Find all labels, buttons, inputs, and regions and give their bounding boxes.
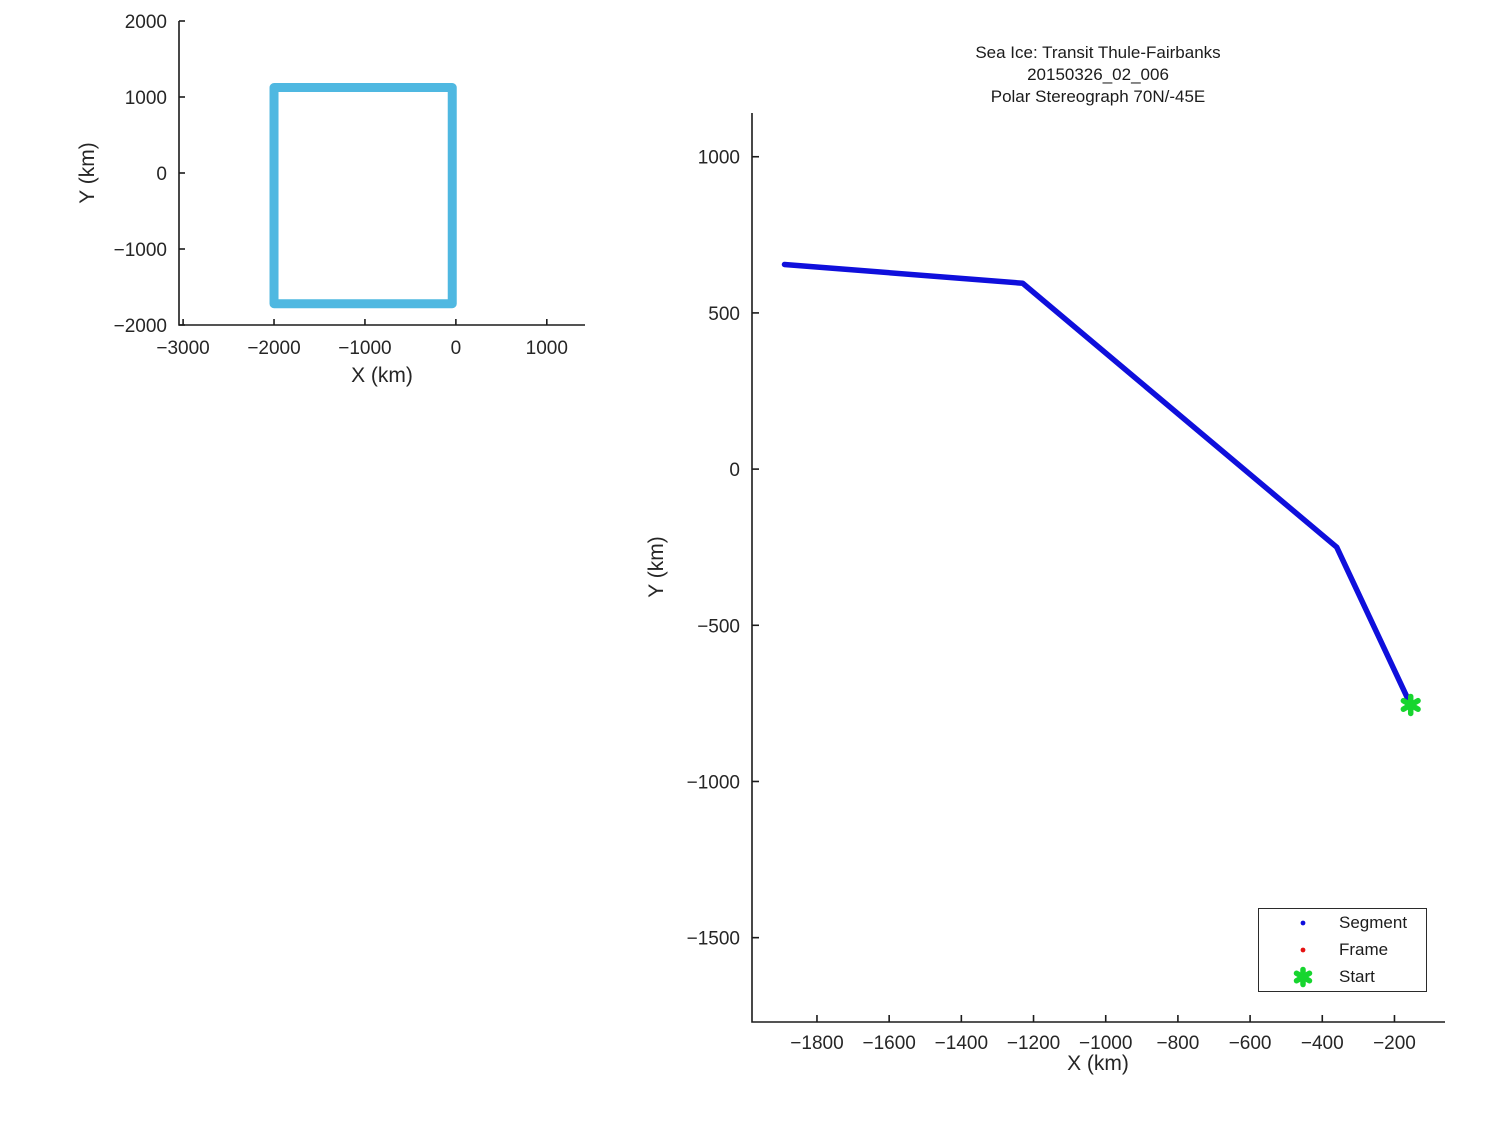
- x-tick-label: 0: [451, 338, 462, 359]
- legend-item-frame: Frame: [1259, 937, 1426, 963]
- y-tick-label: −1500: [687, 929, 740, 950]
- y-tick-label: −2000: [114, 316, 167, 337]
- x-tick-label: −600: [1229, 1033, 1272, 1054]
- y-tick-label: 0: [729, 460, 740, 481]
- x-tick-label: −1400: [935, 1033, 988, 1054]
- series-Start-marker: [1400, 697, 1421, 712]
- y-tick-label: 500: [708, 304, 740, 325]
- x-tick-label: −3000: [156, 338, 209, 359]
- x-tick-label: −1200: [1007, 1033, 1060, 1054]
- overview-x-axis-label: X (km): [351, 364, 413, 387]
- legend-dot: [1300, 947, 1306, 953]
- axis-lines: [178, 21, 585, 326]
- legend-star: [1293, 970, 1313, 984]
- x-tick-label: −800: [1157, 1033, 1200, 1054]
- legend-label-segment: Segment: [1339, 913, 1408, 932]
- main-plot: −1800 −1600 −1400 −1200 −1000 −800 −600 −400 −20…: [687, 113, 1445, 1054]
- title-line-1: Sea Ice: Transit Thule-Fairbanks: [975, 43, 1221, 62]
- y-tick-label: 2000: [125, 12, 167, 33]
- title-line-3: Polar Stereograph 70N/-45E: [990, 87, 1206, 106]
- series-Segment: [781, 261, 1414, 708]
- x-tick-label: 1000: [526, 338, 568, 359]
- start-marker-icon: [1293, 966, 1313, 988]
- series-coverage-box: [269, 83, 457, 309]
- main-x-axis-label: X (km): [1067, 1052, 1129, 1075]
- x-tick-label: −400: [1301, 1033, 1344, 1054]
- y-tick-label: −500: [697, 616, 740, 637]
- y-tick-label: 0: [156, 164, 167, 185]
- y-tick-label: 1000: [698, 148, 740, 169]
- x-tick-label: −1000: [1079, 1033, 1132, 1054]
- frame-marker-icon: [1300, 947, 1306, 953]
- x-tick-label: −1600: [862, 1033, 915, 1054]
- overview-y-axis-label: Y (km): [76, 142, 99, 204]
- x-tick-label: −1800: [790, 1033, 843, 1054]
- main-plot-title: Sea Ice: Transit Thule-Fairbanks 2015032…: [748, 42, 1448, 108]
- legend-label-frame: Frame: [1339, 940, 1389, 959]
- main-y-axis-label: Y (km): [645, 536, 668, 598]
- legend-item-start: Start: [1259, 964, 1426, 990]
- x-tick-label: −200: [1373, 1033, 1416, 1054]
- x-tick-label: −1000: [338, 338, 391, 359]
- legend-label-start: Start: [1339, 967, 1375, 986]
- segment-marker-icon: [1300, 920, 1306, 926]
- legend-item-segment: Segment: [1259, 910, 1426, 936]
- y-tick-label: −1000: [687, 772, 740, 793]
- legend-dot: [1300, 920, 1306, 926]
- legend-box: Segment Frame Start: [1258, 908, 1427, 992]
- y-tick-label: 1000: [125, 88, 167, 109]
- title-line-2: 20150326_02_006: [1027, 65, 1169, 84]
- x-tick-label: −2000: [247, 338, 300, 359]
- y-tick-label: −1000: [114, 240, 167, 261]
- axis-lines: [751, 113, 1445, 1023]
